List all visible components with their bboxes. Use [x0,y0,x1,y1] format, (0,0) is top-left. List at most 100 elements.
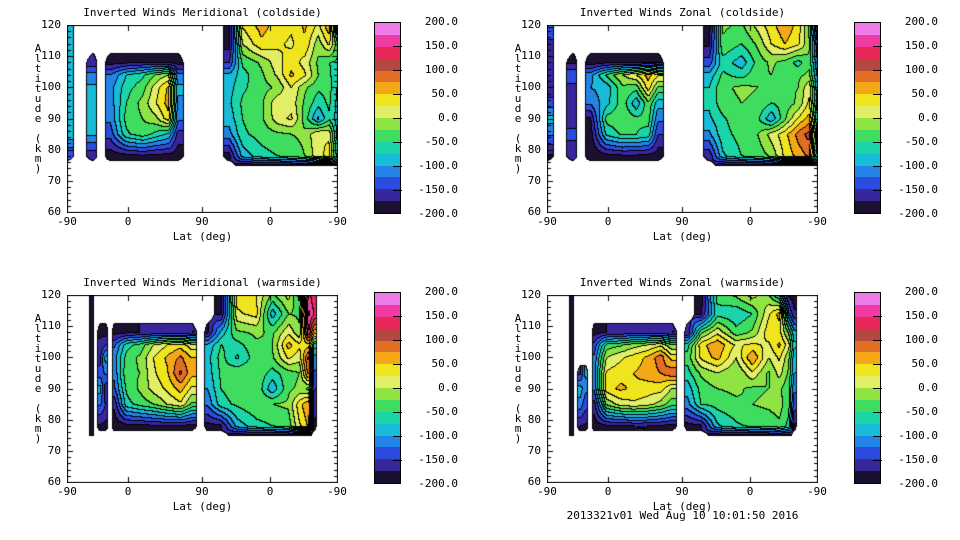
contour-plot-canvas [547,25,818,213]
colorbar-tick [873,166,882,167]
colorbar-band [855,165,880,178]
x-axis-label: Lat (deg) [172,230,233,243]
colorbar-label: 0.0 [918,111,938,124]
y-axis-label-char: l [514,322,522,335]
y-tick-label: 80 [527,413,541,426]
colorbar-tick [393,460,402,461]
colorbar-label: -50.0 [904,405,938,418]
y-axis-label-char: l [34,322,42,335]
y-axis-label-char: t [34,332,42,345]
colorbar-tick [873,70,882,71]
y-axis-label-char: A [34,42,42,55]
colorbar-tick [873,118,882,119]
colorbar-label: -150.0 [418,453,458,466]
colorbar-label: -100.0 [418,159,458,172]
y-axis-label-char: k [514,412,522,425]
y-axis-label-char: ( [514,132,522,145]
y-axis-label-char: i [514,72,522,85]
colorbar-band [855,82,880,95]
colorbar-label: 50.0 [911,357,939,370]
x-tick-label: 90 [675,485,689,498]
y-axis-label-char: t [514,332,522,345]
colorbar-band [855,94,880,107]
colorbar-tick [873,460,882,461]
x-tick-label: 0 [604,215,612,228]
y-axis-label-char: e [34,112,42,125]
colorbar-tick [393,388,402,389]
y-tick-label: 100 [41,350,61,363]
colorbar-label: 0.0 [438,111,458,124]
colorbar-band [375,435,400,448]
colorbar-band [375,340,400,353]
y-axis-label-char: d [514,372,522,385]
y-axis-label-char: d [34,372,42,385]
y-axis-label-char: A [514,42,522,55]
colorbar-band [855,141,880,154]
colorbar-band [855,201,880,213]
colorbar-label: 100.0 [424,333,458,346]
y-axis-label-char: l [34,52,42,65]
colorbar-tick [873,436,882,437]
y-axis-label-char: d [514,102,522,115]
x-tick-label: -90 [57,215,77,228]
x-tick-label: -90 [537,215,557,228]
y-tick-label: 110 [41,319,61,332]
x-tick-label: 90 [675,215,689,228]
colorbar-band [855,447,880,460]
panel-title: Inverted Winds Meridional (warmside) [83,276,322,289]
colorbar-band [375,153,400,166]
colorbar-band [375,82,400,95]
y-tick-label: 90 [527,112,541,125]
colorbar-band [855,459,880,472]
y-axis-label-char: ) [514,162,522,175]
x-tick-label: -90 [57,485,77,498]
y-tick-label: 70 [527,174,541,187]
colorbar-tick [873,412,882,413]
x-tick-label: 0 [266,485,274,498]
colorbar-band [855,46,880,59]
y-tick-label: 100 [521,350,541,363]
y-axis-label-char: ) [34,432,42,445]
colorbar-label: -50.0 [904,135,938,148]
panel-title: Inverted Winds Zonal (warmside) [579,276,786,289]
colorbar-band [855,189,880,202]
colorbar-tick [393,412,402,413]
colorbar-band [855,153,880,166]
x-tick-label: -90 [537,485,557,498]
colorbar [854,22,881,214]
colorbar-band [375,304,400,317]
y-axis-label-char: m [514,422,522,435]
colorbar-label: 150.0 [904,39,938,52]
colorbar-band [375,293,400,305]
colorbar-band [375,352,400,365]
colorbar-label: 100.0 [904,333,938,346]
colorbar-tick [873,94,882,95]
colorbar-label: 0.0 [918,381,938,394]
colorbar-band [375,201,400,213]
colorbar-band [375,46,400,59]
y-tick-label: 90 [47,382,61,395]
y-tick-label: 110 [521,319,541,332]
colorbar-band [855,58,880,71]
x-tick-label: 0 [746,215,754,228]
contour-plot-canvas [67,25,338,213]
colorbar-tick [393,190,402,191]
panel-title: Inverted Winds Meridional (coldside) [83,6,322,19]
colorbar-band [855,23,880,35]
colorbar-band [375,129,400,142]
colorbar-band [375,376,400,388]
colorbar-band [855,129,880,142]
colorbar-band [375,189,400,202]
y-axis-label-char: k [34,412,42,425]
x-tick-label: 90 [195,215,209,228]
y-axis-label-char: t [34,352,42,365]
colorbar-tick [393,46,402,47]
colorbar-label: -50.0 [424,135,458,148]
y-axis-label-char: e [34,382,42,395]
y-axis-label-char: A [514,312,522,325]
